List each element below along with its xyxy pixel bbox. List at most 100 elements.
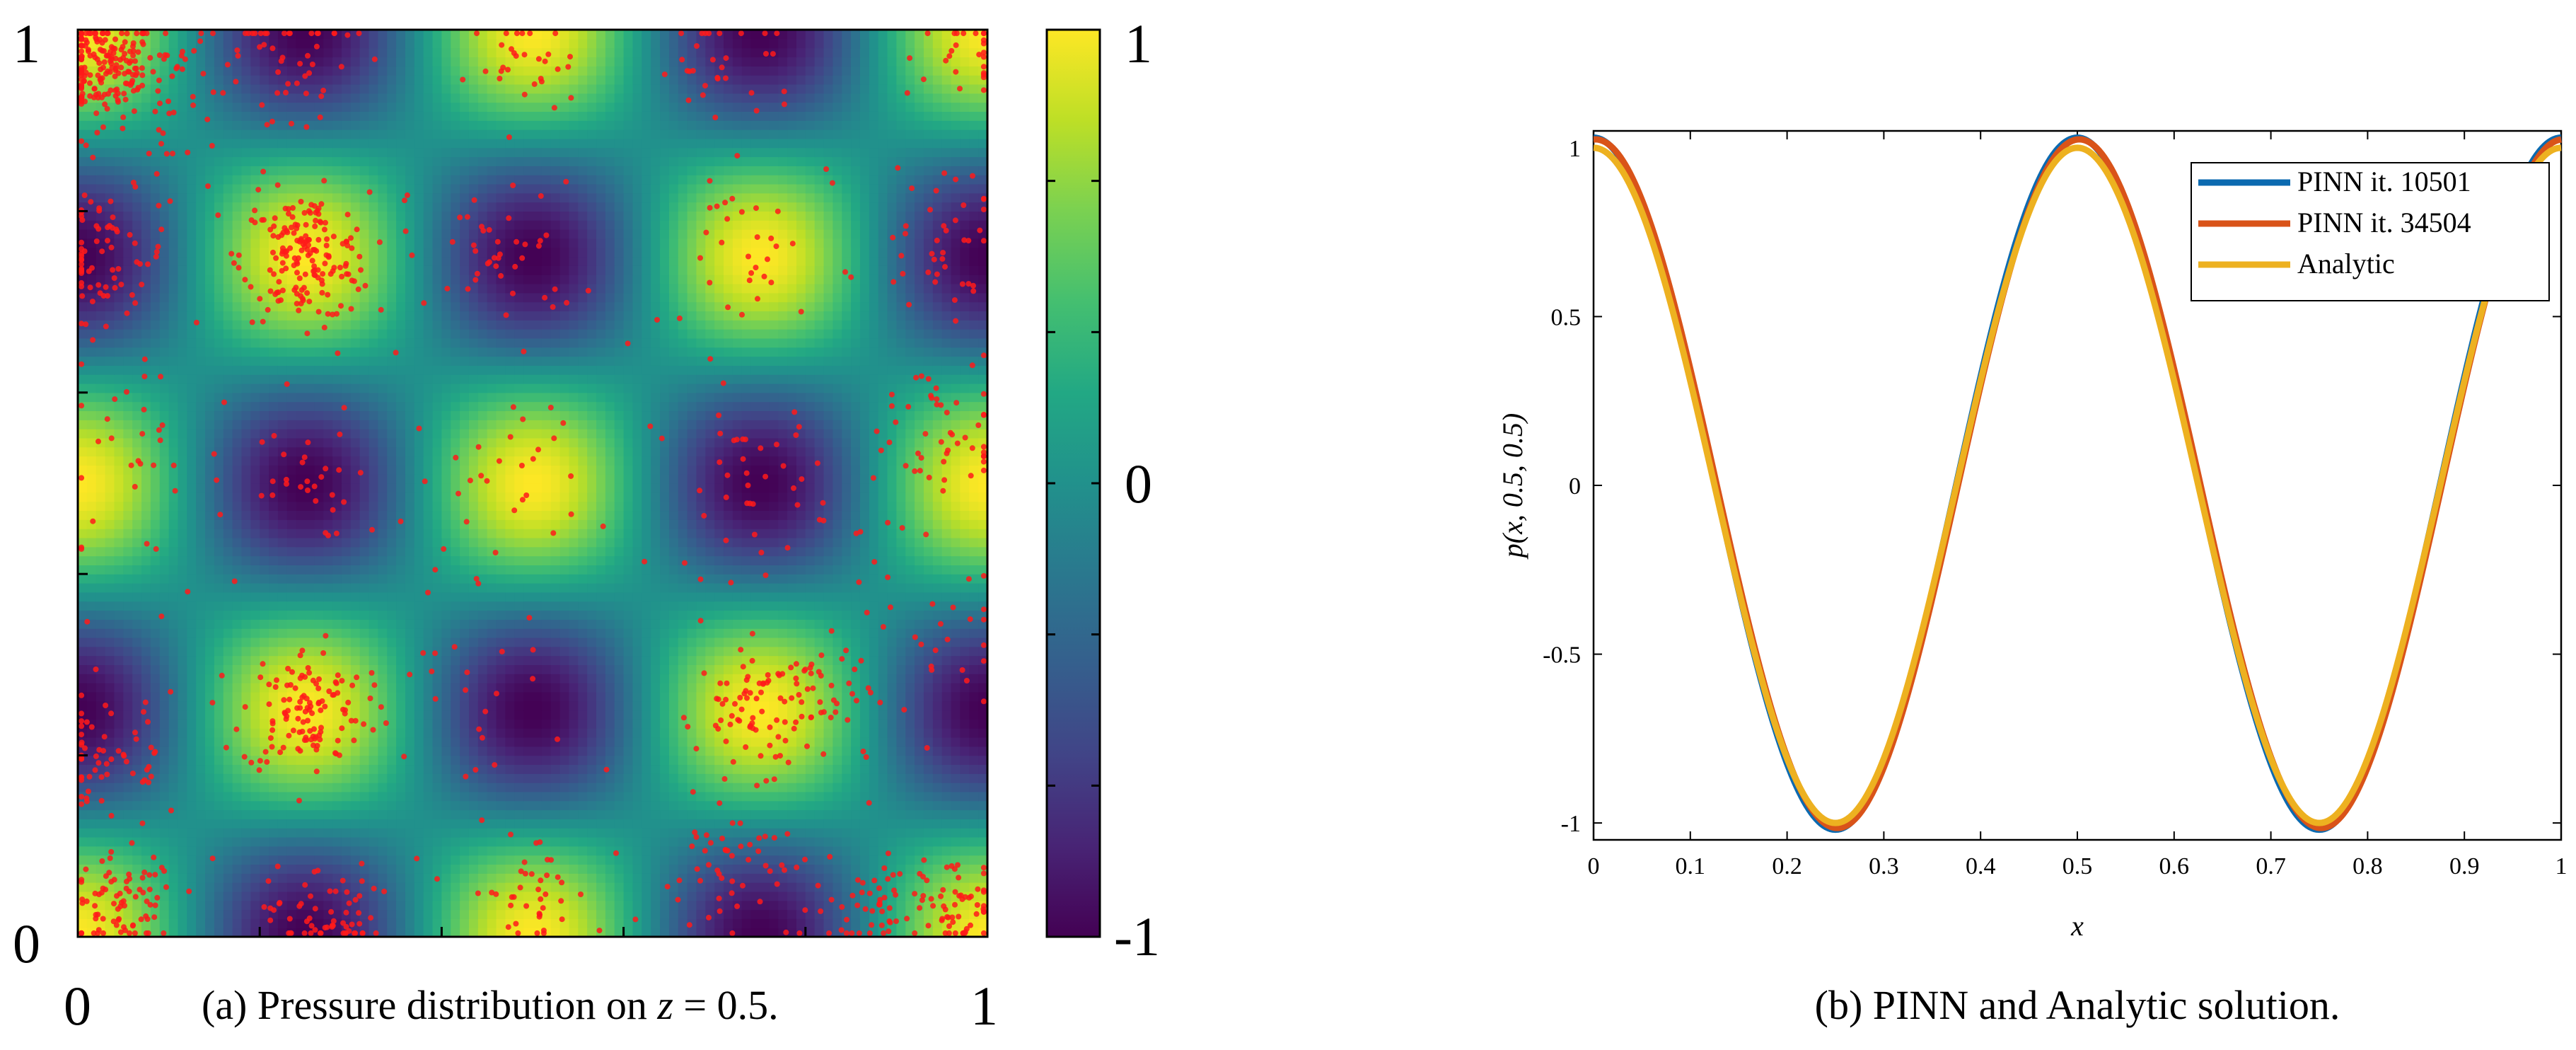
heatmap-cell — [441, 828, 451, 838]
heatmap-cell — [441, 619, 451, 629]
heatmap-cell — [569, 655, 579, 665]
heatmap-cell — [941, 519, 952, 529]
heatmap-cell — [359, 501, 370, 512]
heatmap-cell — [951, 519, 961, 529]
heatmap-cell — [414, 700, 424, 711]
heatmap-cell — [223, 909, 233, 919]
heatmap-cell — [741, 755, 752, 766]
heatmap-cell — [95, 719, 106, 729]
heatmap-cell — [332, 791, 342, 802]
heatmap-cell — [832, 664, 842, 674]
heatmap-cell — [705, 873, 715, 883]
heatmap-cell — [468, 546, 479, 557]
heatmap-cell — [205, 683, 215, 693]
heatmap-cell — [668, 882, 679, 892]
heatmap-cell — [632, 529, 642, 538]
heatmap-cell — [787, 510, 797, 520]
heatmap-cell — [286, 510, 297, 520]
heatmap-cell — [533, 501, 543, 512]
heatmap-cell — [623, 737, 634, 747]
heatmap-cell — [605, 655, 615, 665]
heatmap-cell — [123, 691, 133, 702]
heatmap-cell — [668, 510, 679, 520]
heatmap-cell — [250, 746, 260, 756]
heatmap-cell — [105, 683, 115, 693]
heatmap-cell — [451, 619, 460, 629]
heatmap-cell — [441, 691, 451, 702]
heatmap-cell — [596, 537, 606, 548]
heatmap-cell — [960, 710, 970, 720]
heatmap-cell — [578, 574, 588, 584]
heatmap-cell — [714, 574, 724, 584]
heatmap-cell — [796, 628, 806, 638]
heatmap-cell — [132, 501, 142, 512]
heatmap-cell — [241, 519, 251, 529]
heatmap-cell — [78, 836, 88, 847]
heatmap-cell — [451, 864, 460, 874]
heatmap-cell — [432, 664, 442, 674]
heatmap-cell — [441, 565, 451, 575]
heatmap-cell — [105, 836, 115, 847]
heatmap-cell — [969, 510, 979, 520]
heatmap-cell — [587, 855, 597, 865]
heatmap-cell — [314, 873, 324, 883]
heatmap-cell — [842, 809, 852, 819]
heatmap-cell — [468, 601, 479, 611]
heatmap-cell — [496, 783, 506, 792]
heatmap-cell — [359, 836, 370, 847]
heatmap-cell — [596, 492, 606, 502]
heatmap-cell — [123, 555, 133, 565]
heatmap-cell — [887, 819, 897, 829]
heatmap-cell — [523, 909, 533, 919]
heatmap-cell — [105, 574, 115, 584]
heatmap-cell — [851, 800, 861, 811]
heatmap-cell — [878, 746, 888, 756]
heatmap-cell — [150, 646, 161, 657]
heatmap-cell — [859, 855, 870, 865]
heatmap-cell — [859, 519, 870, 529]
heatmap-cell — [78, 918, 88, 928]
heatmap-cell — [687, 628, 697, 638]
heatmap-cell — [505, 565, 515, 575]
heatmap-cell — [196, 700, 206, 711]
heatmap-cell — [941, 628, 952, 638]
heatmap-cell — [168, 674, 179, 683]
heatmap-cell — [159, 909, 170, 919]
heatmap-cell — [678, 783, 688, 792]
heatmap-cell — [178, 574, 187, 584]
heatmap-cell — [277, 882, 288, 892]
heatmap-cell — [941, 836, 952, 847]
heatmap-cell — [241, 601, 251, 611]
heatmap-cell — [168, 900, 179, 911]
heatmap-cell — [787, 855, 797, 865]
heatmap-cell — [496, 501, 506, 512]
heatmap-cell — [696, 546, 706, 557]
heatmap-cell — [187, 909, 197, 919]
heatmap-cell — [86, 746, 97, 756]
heatmap-cell — [587, 928, 597, 937]
heatmap-cell — [842, 873, 852, 883]
heatmap-cell — [78, 501, 88, 512]
heatmap-cell — [687, 909, 697, 919]
heatmap-cell — [642, 664, 651, 674]
heatmap-cell — [232, 891, 243, 901]
heatmap-cell — [559, 928, 570, 937]
heatmap-cell — [787, 592, 797, 602]
heatmap-cell — [468, 674, 479, 683]
heatmap-cell — [159, 846, 170, 856]
heatmap-cell — [569, 537, 579, 548]
heatmap-cell — [842, 619, 852, 629]
heatmap-cell — [214, 537, 224, 548]
heatmap-cell — [168, 918, 179, 928]
heatmap-cell — [714, 501, 724, 512]
heatmap-cell — [951, 529, 961, 538]
heatmap-cell — [369, 900, 378, 911]
heatmap-cell — [441, 764, 451, 774]
heatmap-cell — [86, 873, 97, 883]
heatmap-cell — [432, 583, 442, 593]
heatmap-cell — [460, 655, 470, 665]
heatmap-cell — [332, 783, 342, 792]
heatmap-cell — [196, 637, 206, 647]
heatmap-cell — [778, 683, 788, 693]
heatmap-cell — [614, 891, 625, 901]
